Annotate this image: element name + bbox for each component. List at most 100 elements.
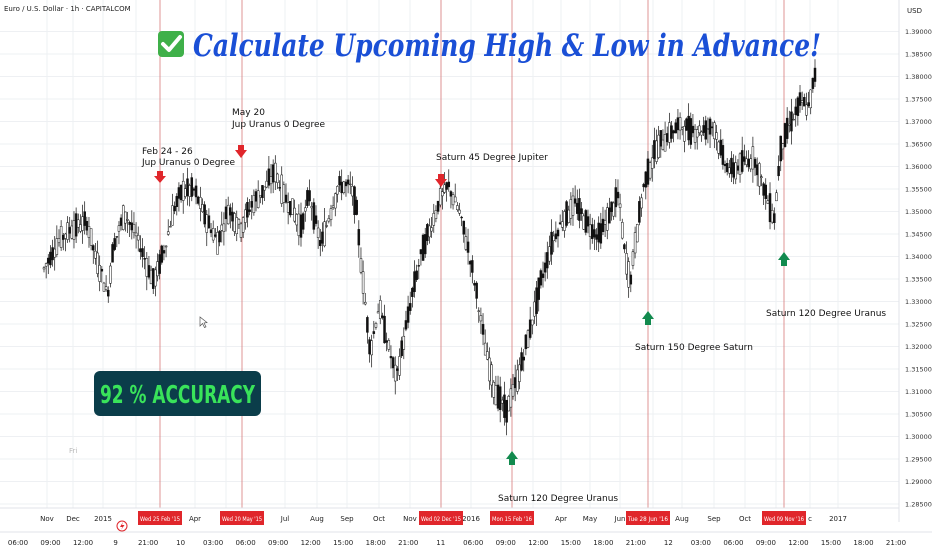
candle-body bbox=[351, 185, 354, 197]
candle-body bbox=[670, 125, 673, 139]
candle-body bbox=[606, 207, 609, 231]
candle-body bbox=[151, 268, 155, 289]
candle-body bbox=[710, 126, 714, 129]
candle-body bbox=[370, 340, 373, 356]
candle-body bbox=[522, 356, 525, 361]
price-tick-label: 1.36000 bbox=[905, 163, 932, 171]
candle-body bbox=[438, 188, 442, 206]
annotation-line1: Feb 24 - 26 bbox=[142, 147, 193, 157]
candle-body bbox=[214, 234, 217, 237]
candle-body bbox=[567, 209, 570, 223]
time-tick-label: c bbox=[808, 515, 812, 523]
candle-body bbox=[436, 200, 440, 212]
candle-body bbox=[762, 183, 765, 196]
candle-body bbox=[700, 131, 703, 136]
time-tick-label: Aug bbox=[310, 515, 324, 523]
candle-body bbox=[704, 120, 708, 140]
candle-body bbox=[156, 261, 159, 277]
event-date-label: Wed 20 May '15 bbox=[222, 515, 262, 523]
candle-body bbox=[53, 248, 56, 258]
candle-body bbox=[708, 118, 712, 135]
time-tick-label: 06:00 bbox=[236, 539, 256, 547]
candle-body bbox=[618, 203, 622, 208]
candle-body bbox=[98, 265, 101, 282]
candle-body bbox=[796, 97, 800, 116]
candle-body bbox=[68, 227, 71, 234]
candle-body bbox=[777, 165, 780, 177]
candle-body bbox=[271, 164, 275, 183]
time-tick-label: 03:00 bbox=[691, 539, 711, 547]
candle-body bbox=[468, 261, 472, 265]
candle-body bbox=[81, 216, 84, 231]
time-tick-label: Jun bbox=[614, 515, 626, 523]
candle-body bbox=[642, 184, 645, 188]
candle-body bbox=[533, 301, 536, 317]
time-tick-label: 21:00 bbox=[138, 539, 158, 547]
candle-body bbox=[55, 238, 59, 255]
candlestick-series bbox=[42, 59, 817, 436]
candle-body bbox=[730, 157, 733, 175]
annotation-line2: Jup Uranus 0 Degree bbox=[231, 120, 325, 130]
candle-body bbox=[680, 127, 684, 130]
annotation-line1: May 20 bbox=[232, 108, 265, 118]
candle-body bbox=[192, 188, 196, 191]
candle-body bbox=[790, 111, 793, 132]
candle-body bbox=[668, 122, 671, 143]
annotation-nov16: Saturn 120 Degree Uranus bbox=[766, 252, 886, 319]
candle-body bbox=[128, 221, 131, 225]
time-tick-label: Oct bbox=[739, 515, 751, 523]
time-tick-label: Nov bbox=[40, 515, 54, 523]
candle-body bbox=[130, 222, 134, 231]
candle-body bbox=[462, 220, 466, 235]
candle-body bbox=[571, 195, 575, 216]
candle-body bbox=[115, 236, 119, 238]
candle-body bbox=[158, 254, 161, 274]
event-date-marker bbox=[490, 511, 534, 525]
candle-body bbox=[582, 215, 585, 230]
candle-body bbox=[460, 216, 463, 219]
candle-body bbox=[154, 269, 157, 287]
candle-body bbox=[109, 265, 112, 284]
time-axis-bottom[interactable]: 06:00 09:00 12:00 9 21:00 10 03:00 06:00 09:00 12… bbox=[8, 539, 906, 547]
candle-body bbox=[211, 228, 215, 241]
candle-body bbox=[576, 202, 579, 214]
candle-body bbox=[336, 186, 339, 195]
lightning-icon[interactable] bbox=[116, 520, 128, 532]
candle-body bbox=[494, 385, 498, 406]
candle-body bbox=[781, 143, 785, 150]
candle-body bbox=[327, 218, 331, 222]
candle-body bbox=[94, 250, 97, 259]
candle-body bbox=[361, 271, 365, 294]
event-date-marker bbox=[220, 511, 264, 525]
candle-body bbox=[550, 231, 553, 255]
candle-body bbox=[62, 234, 65, 240]
candle-body bbox=[160, 245, 164, 263]
down-arrow-icon bbox=[235, 145, 247, 158]
candle-body bbox=[591, 224, 594, 239]
candle-body bbox=[340, 181, 343, 194]
time-tick-label: 09:00 bbox=[756, 539, 776, 547]
candle-body bbox=[471, 260, 474, 273]
candle-body bbox=[728, 167, 731, 174]
candle-body bbox=[143, 258, 146, 260]
event-date-label: Wed 02 Dec '15 bbox=[421, 515, 461, 523]
candle-body bbox=[145, 258, 149, 277]
candle-body bbox=[184, 188, 187, 197]
candle-body bbox=[813, 67, 817, 82]
candle-body bbox=[209, 229, 213, 234]
candle-body bbox=[725, 162, 729, 173]
annotation-may: May 20 Jup Uranus 0 Degree bbox=[231, 108, 325, 158]
time-axis-top[interactable]: Nov Dec 2015 Apr Jul Aug Sep Oct Nov 2016 Apr May Ju… bbox=[40, 515, 847, 523]
candle-body bbox=[807, 102, 810, 106]
candle-body bbox=[747, 158, 750, 168]
candle-body bbox=[432, 213, 436, 226]
candle-body bbox=[685, 118, 688, 131]
price-axis[interactable]: 1.39000 1.38500 1.38000 1.37500 1.37000 1.365… bbox=[905, 28, 932, 509]
headline: Calculate Upcoming High & Low in Advance… bbox=[158, 28, 821, 64]
candle-body bbox=[655, 140, 658, 162]
candle-body bbox=[753, 158, 757, 168]
candle-body bbox=[235, 217, 238, 234]
candle-body bbox=[650, 157, 654, 169]
down-arrow-icon bbox=[435, 174, 447, 187]
